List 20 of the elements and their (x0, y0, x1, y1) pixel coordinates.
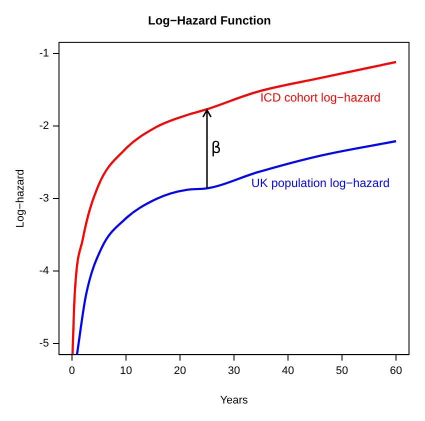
chart-title: Log−Hazard Function (148, 14, 271, 28)
line-series (71, 60, 398, 355)
x-tick-label: 10 (120, 365, 132, 378)
x-tick-label: 60 (390, 365, 402, 378)
x-tick-label: 40 (282, 365, 294, 378)
y-tick-label: -5 (39, 338, 49, 350)
y-tick-label: -1 (39, 47, 49, 60)
x-tick-label: 50 (336, 365, 348, 378)
y-tick-label: -3 (39, 192, 49, 205)
annotation: β (210, 138, 222, 157)
y-tick-label: -4 (39, 265, 49, 278)
series-label: UK population log−hazard (251, 176, 390, 190)
series-label: ICD cohort log−hazard (260, 90, 381, 104)
x-tick-label: 20 (174, 365, 186, 378)
x-axis-title: Years (220, 394, 248, 406)
line-series (76, 140, 398, 355)
x-tick-label: 30 (228, 365, 240, 378)
y-axis-title: Log−hazard (14, 169, 27, 228)
x-tick-label: 0 (68, 365, 76, 378)
y-tick-label: -2 (39, 120, 49, 132)
